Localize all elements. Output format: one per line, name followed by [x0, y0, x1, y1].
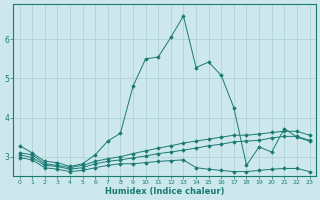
X-axis label: Humidex (Indice chaleur): Humidex (Indice chaleur) [105, 187, 224, 196]
